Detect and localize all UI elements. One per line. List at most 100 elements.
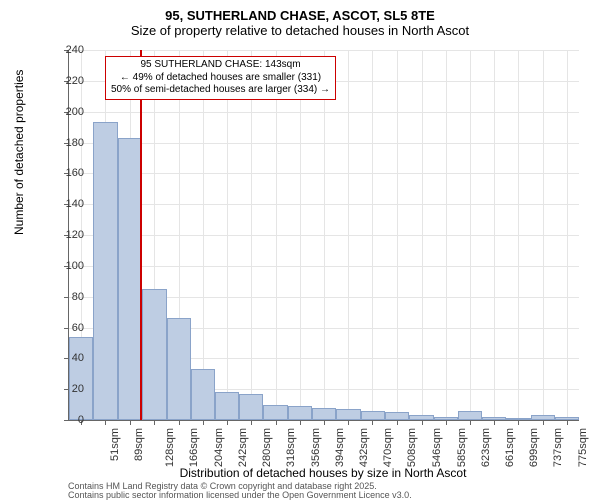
marker-line bbox=[140, 50, 142, 420]
histogram-bar bbox=[434, 417, 458, 420]
xtick-label: 623sqm bbox=[480, 428, 492, 467]
ytick-label: 160 bbox=[44, 167, 84, 179]
annotation-line: 95 SUTHERLAND CHASE: 143sqm bbox=[111, 59, 330, 72]
xtick-label: 280sqm bbox=[261, 428, 273, 467]
annotation-line: 50% of semi-detached houses are larger (… bbox=[111, 84, 330, 97]
plot-area: 95 SUTHERLAND CHASE: 143sqm← 49% of deta… bbox=[68, 50, 579, 421]
ytick-label: 140 bbox=[44, 198, 84, 210]
annotation-box: 95 SUTHERLAND CHASE: 143sqm← 49% of deta… bbox=[105, 56, 336, 100]
gridline-v bbox=[227, 50, 228, 420]
histogram-bar bbox=[118, 138, 142, 420]
ytick-label: 80 bbox=[44, 291, 84, 303]
histogram-bar bbox=[288, 406, 312, 420]
ytick-label: 200 bbox=[44, 106, 84, 118]
xtick-mark bbox=[105, 420, 106, 425]
footer-attribution: Contains HM Land Registry data © Crown c… bbox=[68, 482, 412, 500]
histogram-bar bbox=[336, 409, 361, 420]
annotation-line: ← 49% of detached houses are smaller (33… bbox=[111, 72, 330, 85]
xtick-mark bbox=[372, 420, 373, 425]
gridline-v bbox=[397, 50, 398, 420]
xtick-mark bbox=[324, 420, 325, 425]
xtick-label: 318sqm bbox=[285, 428, 297, 467]
xtick-label: 737sqm bbox=[553, 428, 565, 467]
histogram-bar bbox=[263, 405, 287, 420]
histogram-bar bbox=[215, 392, 239, 420]
histogram-bar bbox=[458, 411, 482, 420]
xtick-label: 204sqm bbox=[213, 428, 225, 467]
page-title: 95, SUTHERLAND CHASE, ASCOT, SL5 8TE bbox=[0, 0, 600, 23]
gridline-v bbox=[470, 50, 471, 420]
xtick-label: 242sqm bbox=[237, 428, 249, 467]
xtick-label: 51sqm bbox=[109, 428, 121, 461]
xtick-mark bbox=[300, 420, 301, 425]
gridline-v bbox=[422, 50, 423, 420]
xtick-mark bbox=[470, 420, 471, 425]
xtick-label: 661sqm bbox=[504, 428, 516, 467]
xtick-mark bbox=[154, 420, 155, 425]
page-subtitle: Size of property relative to detached ho… bbox=[0, 23, 600, 38]
xtick-label: 128sqm bbox=[164, 428, 176, 467]
xtick-mark bbox=[276, 420, 277, 425]
xtick-mark bbox=[203, 420, 204, 425]
histogram-bar bbox=[69, 337, 93, 420]
gridline-v bbox=[300, 50, 301, 420]
xtick-mark bbox=[422, 420, 423, 425]
histogram-bar bbox=[312, 408, 336, 420]
chart: 95 SUTHERLAND CHASE: 143sqm← 49% of deta… bbox=[68, 50, 578, 420]
gridline-v bbox=[518, 50, 519, 420]
xtick-label: 470sqm bbox=[382, 428, 394, 467]
xtick-label: 394sqm bbox=[334, 428, 346, 467]
histogram-bar bbox=[555, 417, 579, 420]
x-axis-label: Distribution of detached houses by size … bbox=[68, 466, 578, 480]
xtick-mark bbox=[567, 420, 568, 425]
xtick-label: 775sqm bbox=[577, 428, 589, 467]
xtick-mark bbox=[543, 420, 544, 425]
xtick-mark bbox=[348, 420, 349, 425]
gridline-v bbox=[251, 50, 252, 420]
histogram-bar bbox=[409, 415, 433, 420]
ytick-label: 0 bbox=[44, 414, 84, 426]
y-axis-label: Number of detached properties bbox=[12, 70, 26, 235]
gridline-v bbox=[372, 50, 373, 420]
histogram-bar bbox=[385, 412, 409, 420]
ytick-label: 40 bbox=[44, 352, 84, 364]
ytick-label: 180 bbox=[44, 137, 84, 149]
ytick-label: 100 bbox=[44, 260, 84, 272]
histogram-bar bbox=[482, 417, 506, 420]
xtick-mark bbox=[179, 420, 180, 425]
gridline-v bbox=[348, 50, 349, 420]
gridline-v bbox=[276, 50, 277, 420]
xtick-label: 89sqm bbox=[133, 428, 145, 461]
xtick-mark bbox=[251, 420, 252, 425]
xtick-mark bbox=[446, 420, 447, 425]
footer-line2: Contains public sector information licen… bbox=[68, 491, 412, 500]
ytick-label: 60 bbox=[44, 322, 84, 334]
xtick-label: 166sqm bbox=[189, 428, 201, 467]
ytick-label: 240 bbox=[44, 44, 84, 56]
xtick-label: 546sqm bbox=[431, 428, 443, 467]
gridline-v bbox=[494, 50, 495, 420]
histogram-bar bbox=[506, 418, 530, 420]
histogram-bar bbox=[361, 411, 385, 420]
histogram-bar bbox=[531, 415, 555, 420]
xtick-mark bbox=[494, 420, 495, 425]
xtick-label: 508sqm bbox=[407, 428, 419, 467]
histogram-bar bbox=[239, 394, 263, 420]
gridline-v bbox=[543, 50, 544, 420]
histogram-bar bbox=[93, 122, 118, 420]
histogram-bar bbox=[142, 289, 166, 420]
xtick-mark bbox=[130, 420, 131, 425]
gridline-v bbox=[203, 50, 204, 420]
gridline-v bbox=[567, 50, 568, 420]
xtick-label: 699sqm bbox=[528, 428, 540, 467]
ytick-label: 120 bbox=[44, 229, 84, 241]
xtick-label: 585sqm bbox=[456, 428, 468, 467]
xtick-mark bbox=[518, 420, 519, 425]
ytick-label: 220 bbox=[44, 75, 84, 87]
histogram-bar bbox=[167, 318, 191, 420]
gridline-v bbox=[446, 50, 447, 420]
xtick-label: 432sqm bbox=[358, 428, 370, 467]
xtick-mark bbox=[397, 420, 398, 425]
xtick-mark bbox=[227, 420, 228, 425]
ytick-label: 20 bbox=[44, 383, 84, 395]
